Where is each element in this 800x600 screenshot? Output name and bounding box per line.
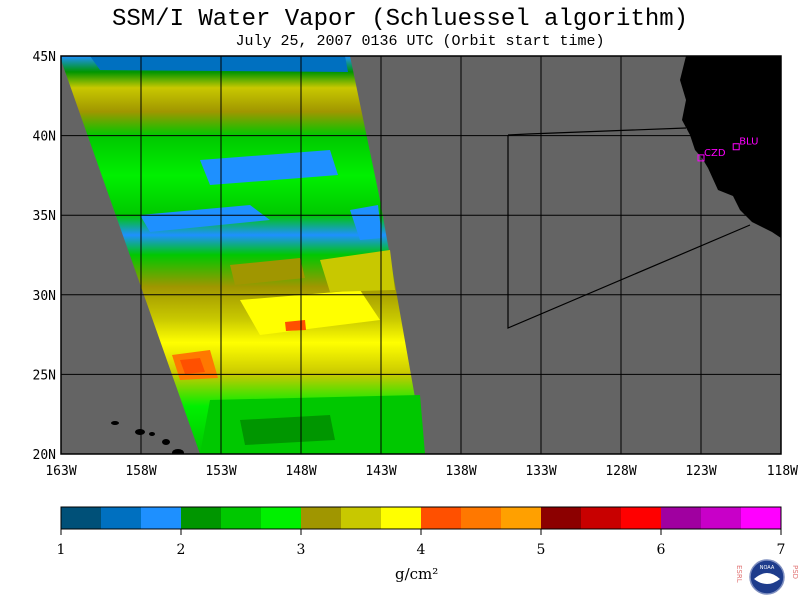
noaa-logo-bird [754,573,780,584]
colorbar-cells [61,507,782,529]
noaa-logo-right-text: PSD [791,565,799,579]
domain-box-top [507,127,687,136]
lon-label: 158W [125,464,156,479]
colorbar-cell [61,507,102,529]
lat-label: 40N [33,130,56,145]
noaa-logo-left-text: ESRL [735,565,743,583]
colorbar-cell [581,507,622,529]
colorbar-cell [661,507,702,529]
colorbar-cell [141,507,182,529]
colorbar-cell [221,507,262,529]
colorbar-tick-label: 7 [777,542,786,558]
station-marker [732,143,740,151]
longitude-labels: 163W 158W 153W 148W 143W 138W 133W 128W 123W 118W [45,464,798,479]
colorbar-tick-label: 1 [57,542,66,558]
colorbar-cell [541,507,582,529]
stations: CZD BLU [697,137,758,162]
lon-label: 138W [445,464,476,479]
colorbar-cell [341,507,382,529]
lon-label: 143W [365,464,396,479]
colorbar-unit: g/cm² [395,565,439,583]
colorbar-cell [501,507,542,529]
station-label: BLU [739,137,758,148]
colorbar-ticks: 1 2 3 4 5 6 7 [57,529,786,558]
map-subtitle: July 25, 2007 0136 UTC (Orbit start time… [235,33,605,50]
lon-label: 128W [605,464,636,479]
colorbar-tick-label: 3 [297,542,306,558]
map-title: SSM/I Water Vapor (Schluessel algorithm) [111,6,689,33]
land-california [680,56,781,238]
lat-label: 30N [33,289,56,304]
latitude-labels: 45N 40N 35N 30N 25N 20N [33,50,56,463]
colorbar-cell [461,507,502,529]
colorbar-cell [741,507,782,529]
lat-label: 45N [33,50,56,65]
colorbar-cell [621,507,662,529]
lon-label: 118W [767,464,798,479]
land-hawaii [111,421,184,454]
station-marker [697,154,705,162]
colorbar-cell [101,507,142,529]
colorbar-cell [381,507,422,529]
colorbar-cell [701,507,742,529]
lon-label: 163W [45,464,76,479]
colorbar-tick-label: 5 [537,542,546,558]
colorbar-tick-label: 2 [177,542,186,558]
noaa-logo: NOAA ESRL PSD [735,559,799,595]
colorbar-cell [421,507,462,529]
satellite-swath [61,56,425,454]
gridlines [61,56,781,454]
colorbar-tick-label: 4 [417,542,426,558]
lon-label: 133W [525,464,556,479]
colorbar-cell [261,507,302,529]
colorbar-cell [301,507,342,529]
lon-label: 148W [285,464,316,479]
lon-label: 153W [205,464,236,479]
swath-detail [90,56,425,454]
lat-label: 20N [33,448,56,463]
noaa-logo-center-text: NOAA [760,565,775,571]
lat-label: 25N [33,368,56,383]
lon-label: 123W [685,464,716,479]
colorbar-tick-label: 6 [657,542,666,558]
map-frame [60,55,782,455]
colorbar-cell [181,507,222,529]
station-label: CZD [704,148,726,159]
lat-label: 35N [33,209,56,224]
domain-box [507,135,751,329]
